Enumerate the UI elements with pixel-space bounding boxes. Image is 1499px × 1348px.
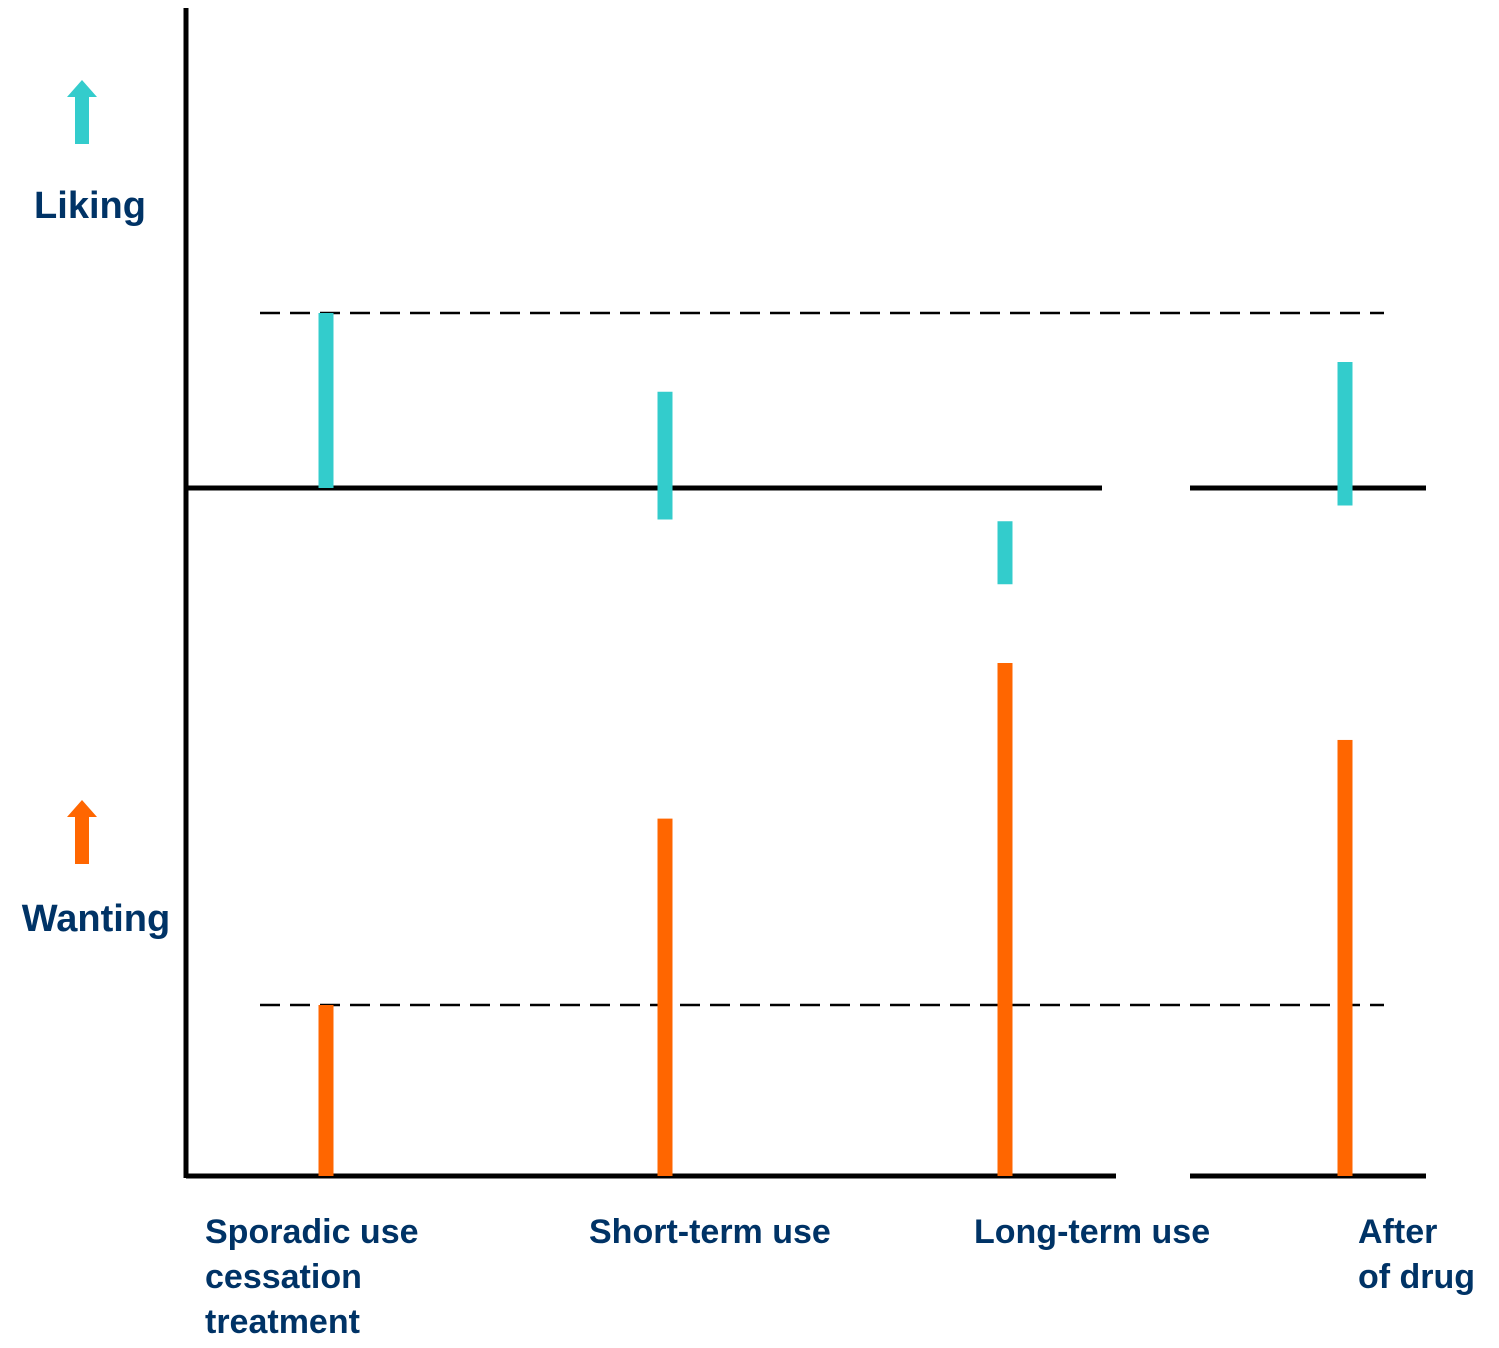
wanting-bar-2 bbox=[657, 818, 673, 1176]
category-label-2: Short-term use bbox=[589, 1213, 831, 1251]
wanting-bar-1 bbox=[318, 1005, 334, 1176]
category-label-line: treatment bbox=[205, 1303, 360, 1341]
category-label-line: Sporadic use bbox=[205, 1213, 419, 1251]
liking-bar-1 bbox=[318, 313, 334, 488]
liking-bar-3 bbox=[997, 521, 1013, 585]
category-label-1: Sporadic use cessation treatment bbox=[205, 1213, 419, 1341]
liking-label: Liking bbox=[34, 185, 146, 227]
wanting-label: Wanting bbox=[22, 898, 170, 940]
category-label-line: of drug bbox=[1358, 1258, 1475, 1296]
category-label-line: Long-term use bbox=[974, 1213, 1210, 1251]
wanting-bar-4 bbox=[1337, 739, 1353, 1176]
category-label-line: cessation bbox=[205, 1258, 362, 1296]
category-label-4: After of drug bbox=[1358, 1213, 1475, 1296]
category-label-line: Short-term use bbox=[589, 1213, 831, 1251]
liking-arrow-icon bbox=[67, 80, 97, 144]
bars-group bbox=[318, 313, 1353, 1176]
liking-bar-2 bbox=[657, 391, 673, 520]
category-label-3: Long-term use bbox=[974, 1213, 1210, 1251]
category-labels: Sporadic use cessation treatment Short-term… bbox=[205, 1213, 1475, 1341]
wanting-bar-3 bbox=[997, 663, 1013, 1176]
wanting-arrow-icon bbox=[67, 800, 97, 864]
liking-bar-4 bbox=[1337, 362, 1353, 506]
category-label-line: After bbox=[1358, 1213, 1437, 1251]
